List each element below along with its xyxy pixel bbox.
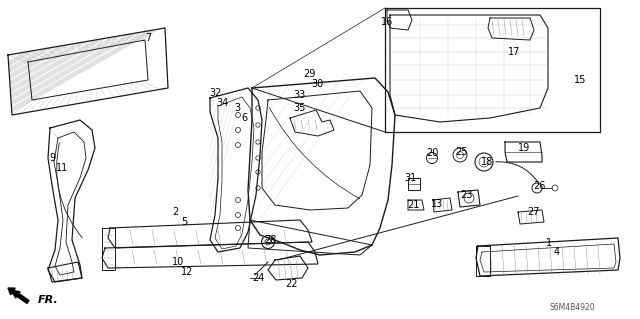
- Polygon shape: [11, 32, 141, 106]
- Polygon shape: [8, 50, 38, 66]
- Text: 29: 29: [303, 69, 315, 79]
- Text: 15: 15: [574, 75, 586, 85]
- Text: 35: 35: [293, 103, 305, 113]
- Text: 22: 22: [285, 279, 298, 289]
- Text: FR.: FR.: [38, 295, 59, 305]
- Text: 10: 10: [172, 257, 184, 267]
- Text: 28: 28: [264, 235, 276, 245]
- Text: 19: 19: [518, 143, 530, 153]
- Text: 23: 23: [460, 190, 472, 200]
- Text: S6M4B4920: S6M4B4920: [549, 303, 595, 313]
- Polygon shape: [11, 35, 124, 100]
- Text: 13: 13: [431, 199, 443, 209]
- Text: 26: 26: [533, 181, 545, 191]
- FancyArrow shape: [8, 288, 29, 303]
- Text: 11: 11: [56, 163, 68, 173]
- Text: 24: 24: [252, 273, 264, 283]
- Text: 7: 7: [145, 33, 151, 43]
- Text: 4: 4: [554, 247, 560, 257]
- Text: 20: 20: [426, 148, 438, 158]
- Text: 33: 33: [293, 90, 305, 100]
- Text: 18: 18: [481, 157, 493, 167]
- Text: 30: 30: [311, 79, 323, 89]
- Text: 27: 27: [527, 207, 540, 217]
- Text: 6: 6: [241, 113, 247, 123]
- Text: 9: 9: [49, 153, 55, 163]
- Text: 21: 21: [407, 200, 419, 210]
- Polygon shape: [10, 41, 90, 86]
- Text: 32: 32: [209, 88, 221, 98]
- Text: 34: 34: [216, 98, 228, 108]
- Text: 17: 17: [508, 47, 520, 57]
- Polygon shape: [9, 47, 55, 73]
- Polygon shape: [9, 44, 72, 80]
- Text: 16: 16: [381, 17, 393, 27]
- Text: 31: 31: [404, 173, 416, 183]
- Text: 25: 25: [456, 147, 468, 157]
- Polygon shape: [10, 38, 107, 93]
- Text: 1: 1: [546, 238, 552, 248]
- Text: 12: 12: [181, 267, 193, 277]
- Polygon shape: [12, 29, 159, 113]
- Text: 5: 5: [181, 217, 187, 227]
- Text: 2: 2: [172, 207, 178, 217]
- Text: 3: 3: [234, 103, 240, 113]
